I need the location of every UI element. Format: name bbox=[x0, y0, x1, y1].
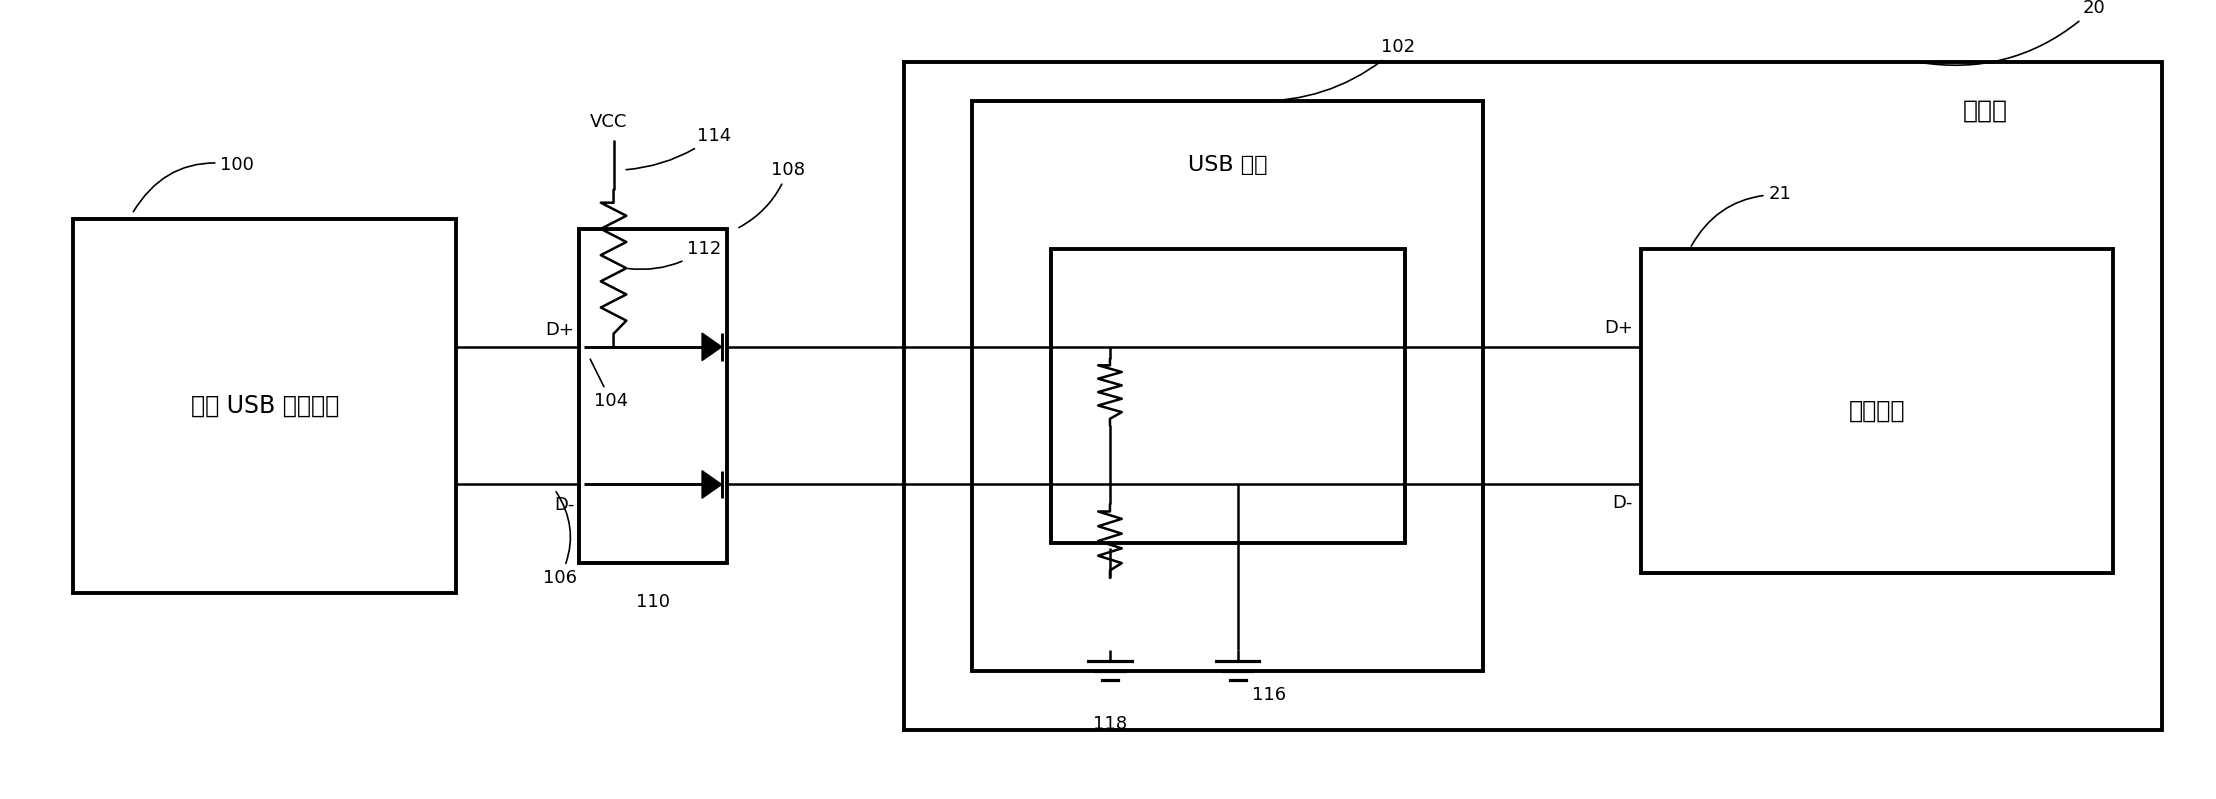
Text: D-: D- bbox=[1613, 495, 1633, 512]
Text: 20: 20 bbox=[1919, 0, 2105, 66]
Text: D+: D+ bbox=[1604, 319, 1633, 337]
Text: 主处理器: 主处理器 bbox=[1848, 399, 1906, 423]
Polygon shape bbox=[702, 471, 722, 499]
Text: 108: 108 bbox=[738, 161, 804, 228]
Text: 高速 USB 外围设备: 高速 USB 外围设备 bbox=[191, 394, 339, 418]
Bar bbox=[973, 101, 1483, 671]
Text: D-: D- bbox=[554, 496, 574, 515]
Text: 114: 114 bbox=[627, 126, 731, 169]
Text: 21: 21 bbox=[1691, 185, 1791, 246]
Text: 计算机: 计算机 bbox=[1963, 99, 2008, 123]
Text: 118: 118 bbox=[1092, 715, 1128, 733]
Text: VCC: VCC bbox=[589, 113, 627, 130]
Text: 112: 112 bbox=[627, 240, 722, 269]
Text: D+: D+ bbox=[545, 321, 574, 339]
Text: 100: 100 bbox=[133, 156, 255, 212]
Text: 102: 102 bbox=[1256, 38, 1416, 101]
Polygon shape bbox=[702, 333, 722, 360]
Text: 104: 104 bbox=[589, 360, 627, 410]
Bar bbox=[904, 62, 2163, 730]
Text: USB 接口: USB 接口 bbox=[1188, 155, 1268, 175]
Text: 106: 106 bbox=[543, 491, 576, 586]
Text: 110: 110 bbox=[636, 593, 669, 610]
Bar bbox=[1050, 248, 1405, 543]
Text: 116: 116 bbox=[1252, 686, 1287, 704]
Bar bbox=[1640, 248, 2112, 573]
Bar bbox=[578, 229, 727, 563]
Bar bbox=[73, 219, 456, 593]
